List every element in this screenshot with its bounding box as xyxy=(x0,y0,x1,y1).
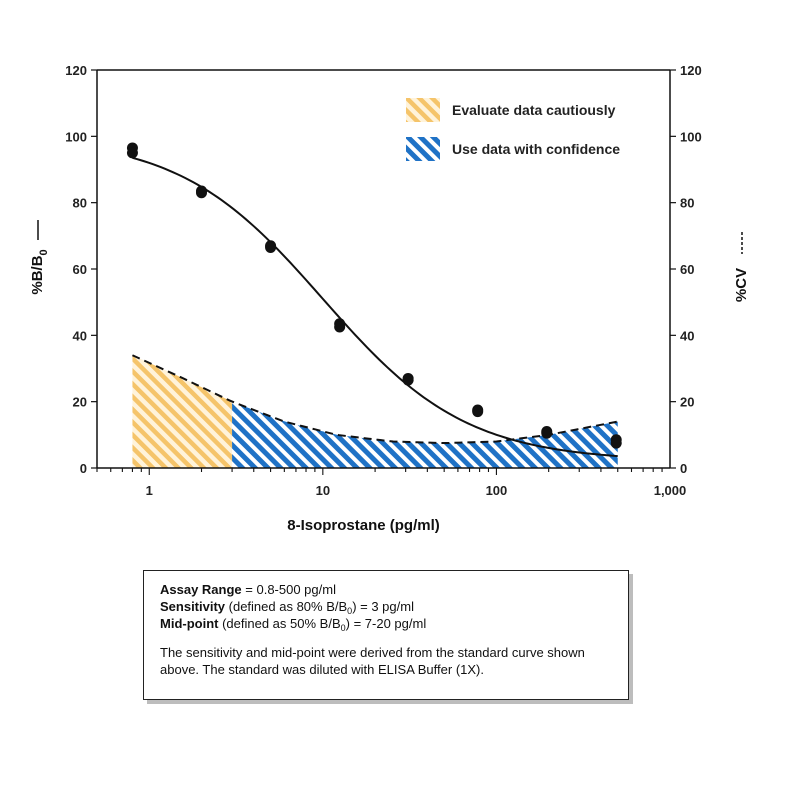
sensitivity-sub: 0 xyxy=(347,606,353,616)
data-point xyxy=(334,321,346,333)
cv-dashed-line xyxy=(132,354,618,445)
sensitivity-def: (defined as 80% B/B xyxy=(225,599,348,614)
midpoint-sub: 0 xyxy=(340,623,346,633)
sensitivity-line: Sensitivity (defined as 80% B/B0) = 3 pg… xyxy=(160,598,614,616)
y2-tick-label: 20 xyxy=(680,395,694,410)
y2-axis-title: %CV xyxy=(733,268,750,302)
y2-tick-label: 120 xyxy=(680,63,702,78)
y2-tick-label: 0 xyxy=(680,461,687,476)
y-axis-title: %B/B0 xyxy=(29,249,50,294)
data-points xyxy=(126,142,622,449)
data-point xyxy=(265,241,277,253)
legend-label-confidence: Use data with confidence xyxy=(452,141,620,157)
midpoint-def: (defined as 50% B/B xyxy=(218,616,341,631)
y2-tick-label: 100 xyxy=(680,129,702,144)
data-point xyxy=(402,374,414,386)
x-tick-label: 10 xyxy=(316,483,330,498)
y-axis-title-main: %B/B xyxy=(29,255,46,294)
info-note: The sensitivity and mid-point were deriv… xyxy=(160,645,585,677)
axis-titles: 8-Isoprostane (pg/ml)%B/B0%CV xyxy=(29,220,750,534)
data-point xyxy=(126,147,138,159)
x-axis-title: 8-Isoprostane (pg/ml) xyxy=(287,517,440,534)
y-tick-label: 60 xyxy=(73,262,87,277)
y2-tick-label: 60 xyxy=(680,262,694,277)
assay-range-label: Assay Range xyxy=(160,582,242,597)
caution-region xyxy=(132,355,233,468)
data-point xyxy=(541,427,553,439)
y-tick-label: 100 xyxy=(65,129,87,144)
y-tick-label: 120 xyxy=(65,63,87,78)
legend-label-caution: Evaluate data cautiously xyxy=(452,102,616,118)
curves xyxy=(132,156,618,458)
x-tick-label: 1 xyxy=(146,483,153,498)
sensitivity-value: ) = 3 pg/ml xyxy=(352,599,414,614)
data-point xyxy=(196,187,208,199)
midpoint-value: ) = 7-20 pg/ml xyxy=(345,616,427,631)
legend-swatch-confidence xyxy=(406,137,440,161)
x-tick-label: 1,000 xyxy=(654,483,687,498)
data-point xyxy=(610,437,622,449)
midpoint-line: Mid-point (defined as 50% B/B0) = 7-20 p… xyxy=(160,615,614,633)
y-tick-label: 20 xyxy=(73,395,87,410)
confidence-region xyxy=(232,401,618,468)
y-tick-label: 0 xyxy=(80,461,87,476)
y2-tick-label: 40 xyxy=(680,328,694,343)
assay-info-box: Assay Range = 0.8-500 pg/ml Sensitivity … xyxy=(143,570,629,700)
shaded-regions xyxy=(132,355,618,468)
x-tick-label: 100 xyxy=(486,483,508,498)
assay-range-value: = 0.8-500 pg/ml xyxy=(241,582,336,597)
midpoint-label: Mid-point xyxy=(160,616,219,631)
legend-swatch-caution xyxy=(406,98,440,122)
y-tick-label: 40 xyxy=(73,328,87,343)
y2-tick-label: 80 xyxy=(680,196,694,211)
standard-curve-line xyxy=(132,156,618,458)
assay-range-line: Assay Range = 0.8-500 pg/ml xyxy=(160,581,614,598)
data-point xyxy=(472,406,484,418)
legend: Evaluate data cautiously Use data with co… xyxy=(406,98,620,161)
sensitivity-label: Sensitivity xyxy=(160,599,226,614)
y-tick-label: 80 xyxy=(73,196,87,211)
y-axis-title-sub: 0 xyxy=(38,249,50,255)
